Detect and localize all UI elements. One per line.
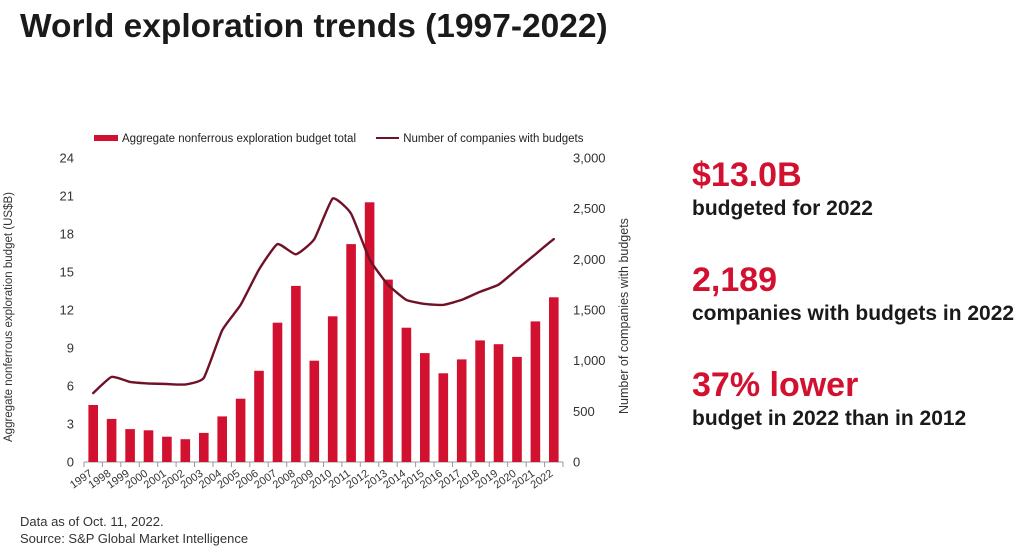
svg-text:21: 21: [60, 189, 74, 204]
svg-text:12: 12: [60, 303, 74, 318]
svg-text:9: 9: [67, 341, 74, 356]
svg-text:15: 15: [60, 265, 74, 280]
svg-text:2,000: 2,000: [573, 252, 606, 267]
svg-text:500: 500: [573, 404, 595, 419]
svg-text:1,500: 1,500: [573, 303, 606, 318]
svg-text:18: 18: [60, 227, 74, 242]
svg-text:3,000: 3,000: [573, 151, 606, 166]
svg-text:24: 24: [60, 151, 74, 166]
svg-text:0: 0: [67, 455, 74, 470]
svg-text:2,500: 2,500: [573, 201, 606, 216]
svg-text:6: 6: [67, 379, 74, 394]
svg-text:0: 0: [573, 455, 580, 470]
svg-text:1,000: 1,000: [573, 353, 606, 368]
svg-text:3: 3: [67, 417, 74, 432]
